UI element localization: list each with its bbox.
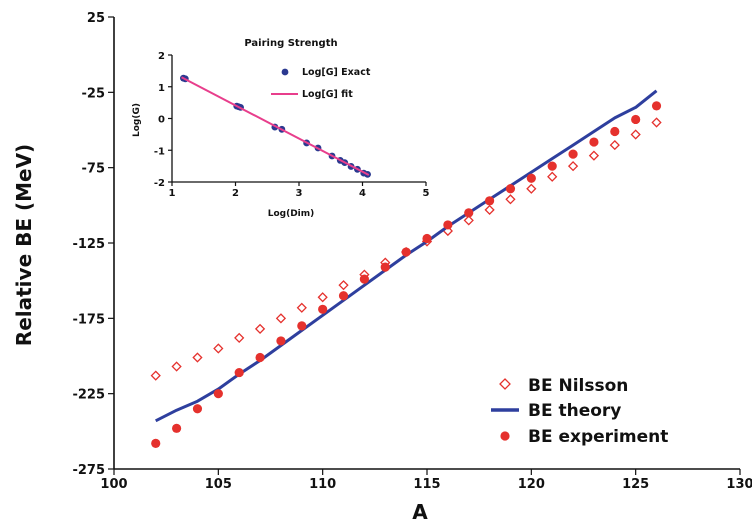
main-point-be-experiment [380, 262, 390, 272]
main-point-be-nilsson [651, 117, 662, 128]
inset-y-tick-label: 1 [158, 83, 165, 94]
main-point-be-nilsson [275, 313, 287, 324]
inset-x-tick-label: 2 [232, 188, 239, 199]
inset-x-tick-label: 3 [296, 188, 303, 199]
inset-title: Pairing Strength [244, 38, 337, 49]
main-point-be-experiment [359, 274, 369, 284]
inset-y-tick-label: 0 [158, 115, 165, 126]
main-legend: BE Nilsson BE theory BE experiment [491, 376, 668, 447]
legend-marker-experiment [500, 431, 510, 441]
main-axes: 100 105 110 115 120 125 13025-25-75-125-175-22… [72, 11, 752, 492]
main-chart: 100 105 110 115 120 125 13025-25-75-125-175-22… [12, 11, 752, 524]
main-y-tick-label: -225 [72, 388, 105, 403]
main-x-tick-label: 125 [622, 477, 649, 492]
main-point-be-nilsson [171, 361, 182, 372]
main-point-be-nilsson [463, 215, 474, 226]
main-point-be-experiment [505, 184, 516, 194]
main-point-be-nilsson [630, 129, 641, 140]
main-point-be-experiment [213, 389, 223, 399]
inset-x-tick-label: 1 [169, 188, 176, 199]
main-point-be-experiment [338, 291, 349, 301]
main-point-be-experiment [443, 220, 453, 230]
main-y-axis-title: Relative BE (MeV) [12, 144, 36, 346]
main-y-tick-label: -75 [82, 162, 106, 177]
inset-legend-label-exact: Log[G] Exact [302, 67, 371, 78]
legend-label-experiment: BE experiment [528, 427, 668, 447]
main-point-be-experiment [422, 233, 432, 244]
main-point-be-experiment [234, 367, 244, 378]
main-point-be-experiment [568, 149, 578, 159]
main-series-layer [150, 89, 662, 448]
main-y-tick-label: -275 [72, 463, 105, 478]
main-point-be-nilsson [547, 171, 558, 182]
main-point-be-nilsson [317, 292, 328, 303]
main-point-be-nilsson [567, 161, 579, 172]
inset-legend: Log[G] Exact Log[G] fit [271, 67, 371, 100]
main-point-be-experiment [276, 336, 286, 346]
inset-x-tick-label: 4 [359, 188, 366, 199]
main-point-be-experiment [651, 101, 662, 111]
main-x-tick-label: 105 [205, 477, 232, 492]
inset-y-tick-label: 2 [158, 51, 165, 62]
main-point-be-experiment [401, 247, 411, 257]
main-point-be-experiment [547, 161, 557, 171]
main-point-be-nilsson [234, 332, 245, 344]
inset-chart: Pairing Strength 1 2 3 4 5 2 1 0 -1 -2 Log(Dim) L… [132, 38, 430, 219]
inset-series-layer [180, 74, 371, 178]
main-point-be-experiment [485, 196, 495, 206]
main-point-be-experiment [631, 114, 641, 125]
inset-axes: 1 2 3 4 5 2 1 0 -1 -2 [154, 51, 430, 199]
main-x-tick-label: 115 [413, 477, 440, 492]
main-point-be-experiment [464, 208, 474, 218]
main-y-tick-label: -175 [72, 312, 105, 327]
main-x-tick-label: 130 [726, 477, 752, 492]
main-point-be-nilsson [588, 150, 600, 161]
main-point-be-experiment [589, 137, 599, 147]
main-y-tick-label: 25 [87, 11, 105, 26]
inset-legend-marker-exact [281, 68, 289, 76]
main-point-be-nilsson [609, 139, 620, 151]
legend-marker-nilsson [499, 378, 511, 390]
main-point-be-nilsson [213, 343, 224, 354]
main-point-be-nilsson [526, 183, 537, 194]
main-point-be-experiment [192, 404, 203, 414]
inset-x-axis-title: Log(Dim) [268, 209, 315, 219]
main-point-be-experiment [318, 304, 328, 314]
main-x-tick-label: 110 [309, 477, 336, 492]
main-point-be-experiment [526, 173, 536, 183]
main-point-be-nilsson [296, 302, 307, 313]
main-point-be-experiment [172, 423, 182, 433]
main-point-be-experiment [255, 352, 265, 363]
inset-y-tick-label: -2 [154, 178, 165, 189]
main-point-be-nilsson [484, 204, 495, 215]
main-point-be-nilsson [192, 352, 203, 363]
main-x-tick-label: 120 [518, 477, 545, 492]
legend-label-theory: BE theory [528, 401, 621, 421]
main-point-be-nilsson [150, 370, 161, 381]
inset-x-tick-label: 5 [423, 188, 430, 199]
inset-series-line-log-g-fit [181, 76, 370, 176]
legend-label-nilsson: BE Nilsson [528, 376, 628, 396]
inset-y-tick-label: -1 [154, 146, 165, 157]
inset-y-axis-title: Log(G) [132, 103, 142, 137]
main-point-be-nilsson [254, 323, 266, 334]
inset-legend-label-fit: Log[G] fit [302, 89, 353, 100]
main-point-be-nilsson [338, 280, 349, 291]
main-x-tick-label: 100 [100, 477, 127, 492]
main-point-be-nilsson [505, 194, 516, 205]
main-y-tick-label: -125 [72, 237, 105, 252]
main-point-be-experiment [610, 126, 620, 137]
main-point-be-experiment [297, 321, 307, 331]
main-point-be-experiment [151, 438, 161, 448]
main-x-axis-title: A [412, 500, 428, 524]
main-y-tick-label: -25 [82, 86, 106, 101]
